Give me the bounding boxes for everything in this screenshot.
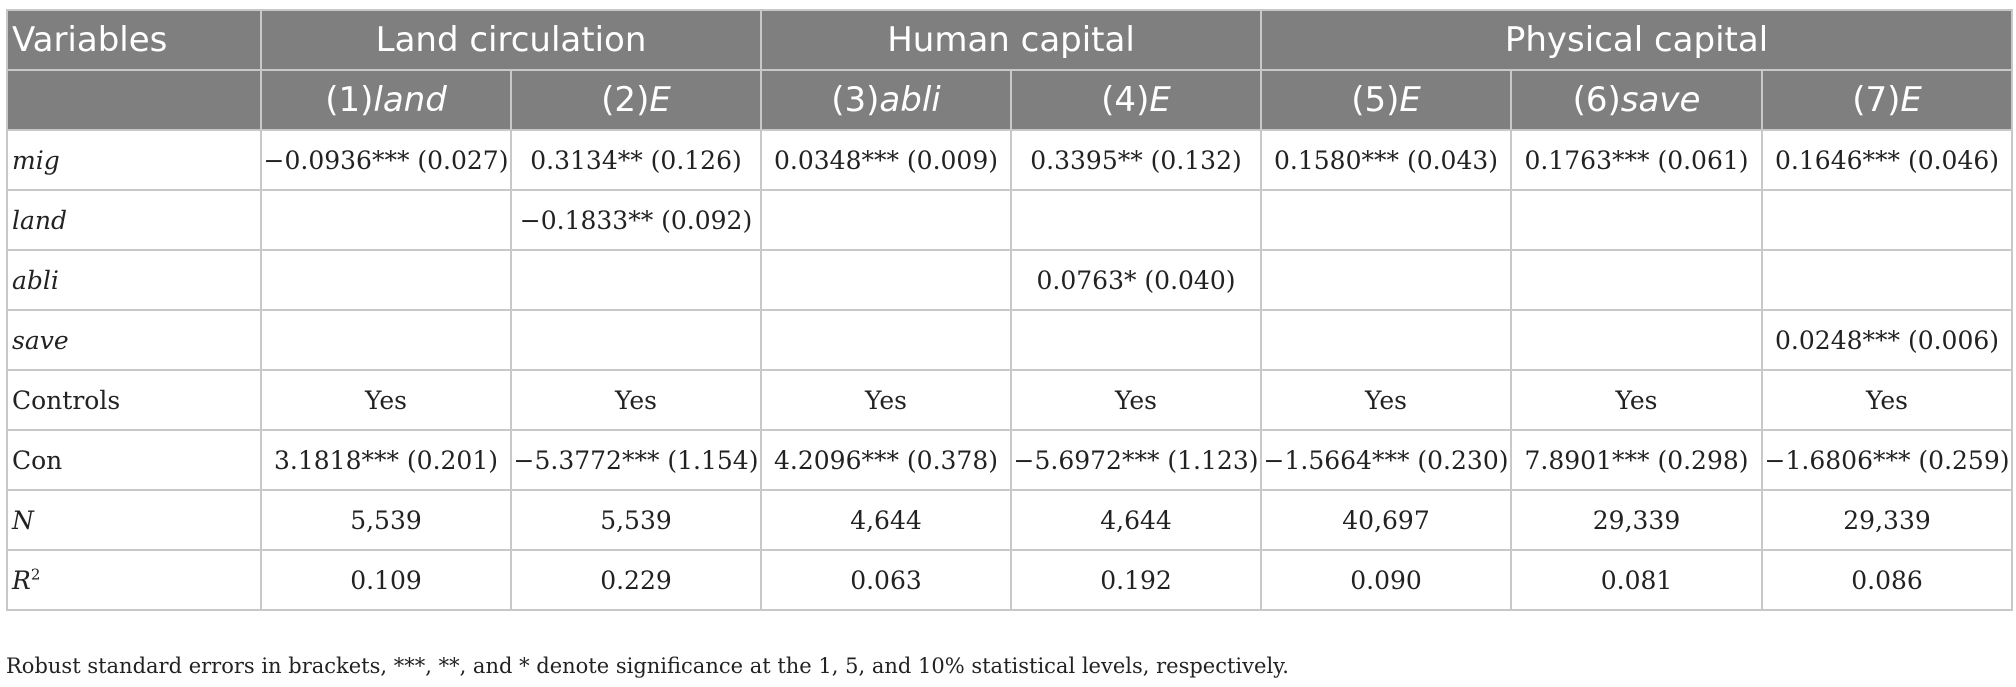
group-header-physical-capital: Physical capital xyxy=(1260,9,2014,71)
table-cell: 0.063 xyxy=(760,549,1012,611)
row-label-r2: R2 xyxy=(6,549,262,611)
table-cell xyxy=(260,249,512,311)
column-header-5: (5)E xyxy=(1260,69,1513,131)
table-cell: 0.1646*** (0.046) xyxy=(1761,129,2014,191)
table-row-r2: R2 0.109 0.229 0.063 0.192 0.090 0.081 0… xyxy=(6,549,2014,611)
table-cell: 0.1580*** (0.043) xyxy=(1260,129,1513,191)
table-row-controls: Controls Yes Yes Yes Yes Yes Yes Yes xyxy=(6,369,2014,431)
table-cell xyxy=(1510,249,1764,311)
table-cell: −0.0936*** (0.027) xyxy=(260,129,512,191)
table-cell: 0.0248*** (0.006) xyxy=(1761,309,2014,371)
table-cell xyxy=(260,309,512,371)
table-cell: −1.6806*** (0.259) xyxy=(1761,429,2014,491)
table-cell: 0.090 xyxy=(1260,549,1513,611)
table-cell: 7.8901*** (0.298) xyxy=(1510,429,1764,491)
table-cell: Yes xyxy=(1009,369,1263,431)
table-cell: −5.3772*** (1.154) xyxy=(510,429,762,491)
table-cell: 0.0348*** (0.009) xyxy=(760,129,1012,191)
table-cell: −1.5664*** (0.230) xyxy=(1260,429,1513,491)
table-cell xyxy=(1260,249,1513,311)
table-cell xyxy=(260,189,512,251)
header-column-row: (1)land (2)E (3)abli (4)E (5)E (6)save (… xyxy=(6,69,2014,131)
column-header-6: (6)save xyxy=(1510,69,1764,131)
table-cell: 4,644 xyxy=(760,489,1012,551)
row-label-n: N xyxy=(6,489,262,551)
column-header-7: (7)E xyxy=(1761,69,2014,131)
table-cell: −5.6972*** (1.123) xyxy=(1009,429,1263,491)
table-cell xyxy=(1761,249,2014,311)
group-header-land-circulation: Land circulation xyxy=(260,9,762,71)
column-header-4: (4)E xyxy=(1009,69,1263,131)
table-cell: 0.192 xyxy=(1009,549,1263,611)
table-cell xyxy=(1761,189,2014,251)
row-label-land: land xyxy=(6,189,262,251)
variables-header: Variables xyxy=(6,9,262,71)
row-label-save: save xyxy=(6,309,262,371)
table-cell: 40,697 xyxy=(1260,489,1513,551)
table-cell xyxy=(1009,309,1263,371)
row-label-controls: Controls xyxy=(6,369,262,431)
table-cell: 5,539 xyxy=(510,489,762,551)
table-cell: 0.081 xyxy=(1510,549,1764,611)
table-cell xyxy=(1260,189,1513,251)
table-cell: 29,339 xyxy=(1510,489,1764,551)
table-cell: 0.3395** (0.132) xyxy=(1009,129,1263,191)
table-cell: 0.109 xyxy=(260,549,512,611)
column-header-1: (1)land xyxy=(260,69,512,131)
group-header-human-capital: Human capital xyxy=(759,9,1263,71)
table-cell: 0.086 xyxy=(1761,549,2014,611)
regression-table-container: Variables Land circulation Human capital… xyxy=(6,9,2014,611)
table-cell xyxy=(510,249,762,311)
table-row-n: N 5,539 5,539 4,644 4,644 40,697 29,339 … xyxy=(6,489,2014,551)
table-cell: −0.1833** (0.092) xyxy=(510,189,762,251)
table-cell: Yes xyxy=(510,369,762,431)
table-cell xyxy=(760,249,1012,311)
table-row-land: land −0.1833** (0.092) xyxy=(6,189,2014,251)
table-row-save: save 0.0248*** (0.006) xyxy=(6,309,2014,371)
table-cell: 0.0763* (0.040) xyxy=(1009,249,1263,311)
table-cell: 4.2096*** (0.378) xyxy=(760,429,1012,491)
column-header-3: (3)abli xyxy=(760,69,1012,131)
table-footnote: Robust standard errors in brackets, ***,… xyxy=(6,654,1289,678)
table-cell xyxy=(760,189,1012,251)
table-cell: 0.3134** (0.126) xyxy=(510,129,762,191)
table-cell: 4,644 xyxy=(1009,489,1263,551)
table-cell xyxy=(1260,309,1513,371)
table-cell: Yes xyxy=(1260,369,1513,431)
table-cell: Yes xyxy=(1761,369,2014,431)
table-cell: Yes xyxy=(260,369,512,431)
table-cell xyxy=(510,309,762,371)
table-cell: 0.1763*** (0.061) xyxy=(1510,129,1764,191)
row-label-con: Con xyxy=(6,429,262,491)
table-cell xyxy=(1009,189,1263,251)
column-header-2: (2)E xyxy=(510,69,762,131)
table-cell xyxy=(1510,309,1764,371)
row-label-mig: mig xyxy=(6,129,262,191)
table-cell: 29,339 xyxy=(1761,489,2014,551)
row-label-abli: abli xyxy=(6,249,262,311)
table-cell: 3.1818*** (0.201) xyxy=(260,429,512,491)
header-blank-cell xyxy=(6,69,262,131)
table-row-con: Con 3.1818*** (0.201) −5.3772*** (1.154)… xyxy=(6,429,2014,491)
table-cell xyxy=(760,309,1012,371)
table-cell: Yes xyxy=(1510,369,1764,431)
table-cell: 0.229 xyxy=(510,549,762,611)
table-row-abli: abli 0.0763* (0.040) xyxy=(6,249,2014,311)
table-cell xyxy=(1510,189,1764,251)
regression-table: Variables Land circulation Human capital… xyxy=(6,9,2014,611)
header-group-row: Variables Land circulation Human capital… xyxy=(6,9,2014,71)
table-row-mig: mig −0.0936*** (0.027) 0.3134** (0.126) … xyxy=(6,129,2014,191)
table-cell: Yes xyxy=(760,369,1012,431)
table-cell: 5,539 xyxy=(260,489,512,551)
